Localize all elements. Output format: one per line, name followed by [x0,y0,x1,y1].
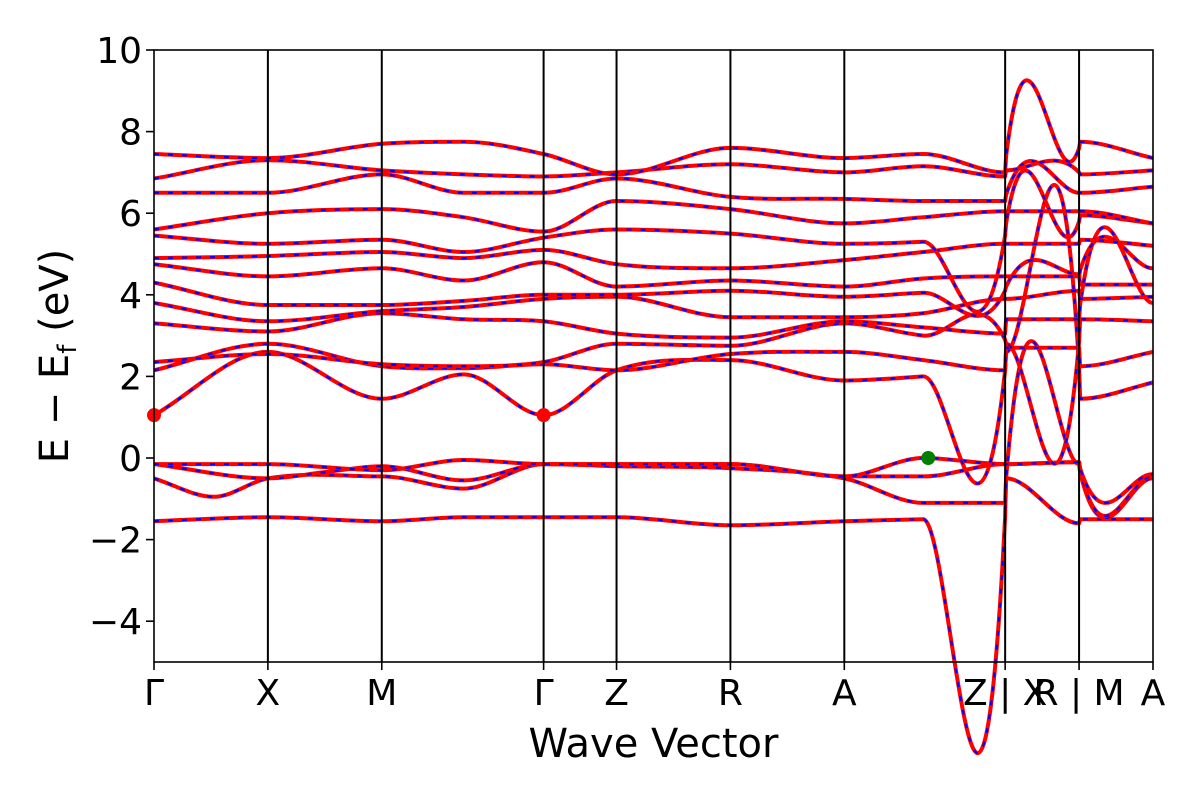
extrema-markers [147,408,936,465]
x-tick-label-5: Z [604,673,629,714]
band-12-spin-down [153,238,1154,270]
y-tick-label-7: 8 [119,113,142,154]
y-tick-label-2: −2 [89,521,142,562]
band-14-spin-down [153,199,1154,233]
y-axis-title-unit: (eV) [32,249,78,345]
x-tick-label-6: R [718,673,743,714]
x-axis-title: Wave Vector [529,721,780,767]
y-axis-title-main: E − E [32,354,78,464]
extremum-marker-2 [536,408,551,423]
band-4-spin-up [153,456,1154,505]
x-tick-label-2: X [256,673,281,714]
x-tick-label-1: Γ [144,673,164,714]
x-tick-label-10: A [1141,673,1166,714]
y-tick-label-1: −4 [89,602,142,643]
x-tick-label-4: Γ [534,673,554,714]
extremum-marker-3 [921,451,936,465]
x-tick-label-3: M [366,673,397,714]
band-3-spin-up [153,460,1154,518]
y-tick-label-4: 2 [119,357,142,398]
band-9-spin-down [153,289,1154,323]
y-axis-title: E − Ef (eV) [32,249,83,464]
band-11-spin-down [153,235,1154,288]
x-tick-label-7: A [832,673,857,714]
y-tick-label-6: 6 [119,194,142,235]
bands-layer [153,78,1154,756]
kpath-lines [266,50,1081,662]
band-6-spin-down [153,342,1154,372]
y-axis-title-subscript: f [53,344,83,354]
y-tick-label-5: 4 [119,276,142,317]
y-tick-label-3: 0 [119,439,142,480]
band-14-spin-up [153,199,1154,234]
y-axis-ticks: −4 −2 0 2 4 6 8 10 [89,31,154,643]
x-axis-ticks: Γ X M Γ Z R A Z | XR | M A [144,662,1166,714]
plot-frame [153,49,1154,663]
band-10-spin-down [153,258,1153,317]
x-tick-label-9: R | M [1034,673,1125,714]
x-tick-label-8: Z | X [963,673,1047,714]
y-tick-label-8: 10 [96,31,142,72]
band-16-spin-up [153,158,1154,181]
band-15-spin-up [154,159,1154,204]
band-3-spin-down [153,460,1154,517]
